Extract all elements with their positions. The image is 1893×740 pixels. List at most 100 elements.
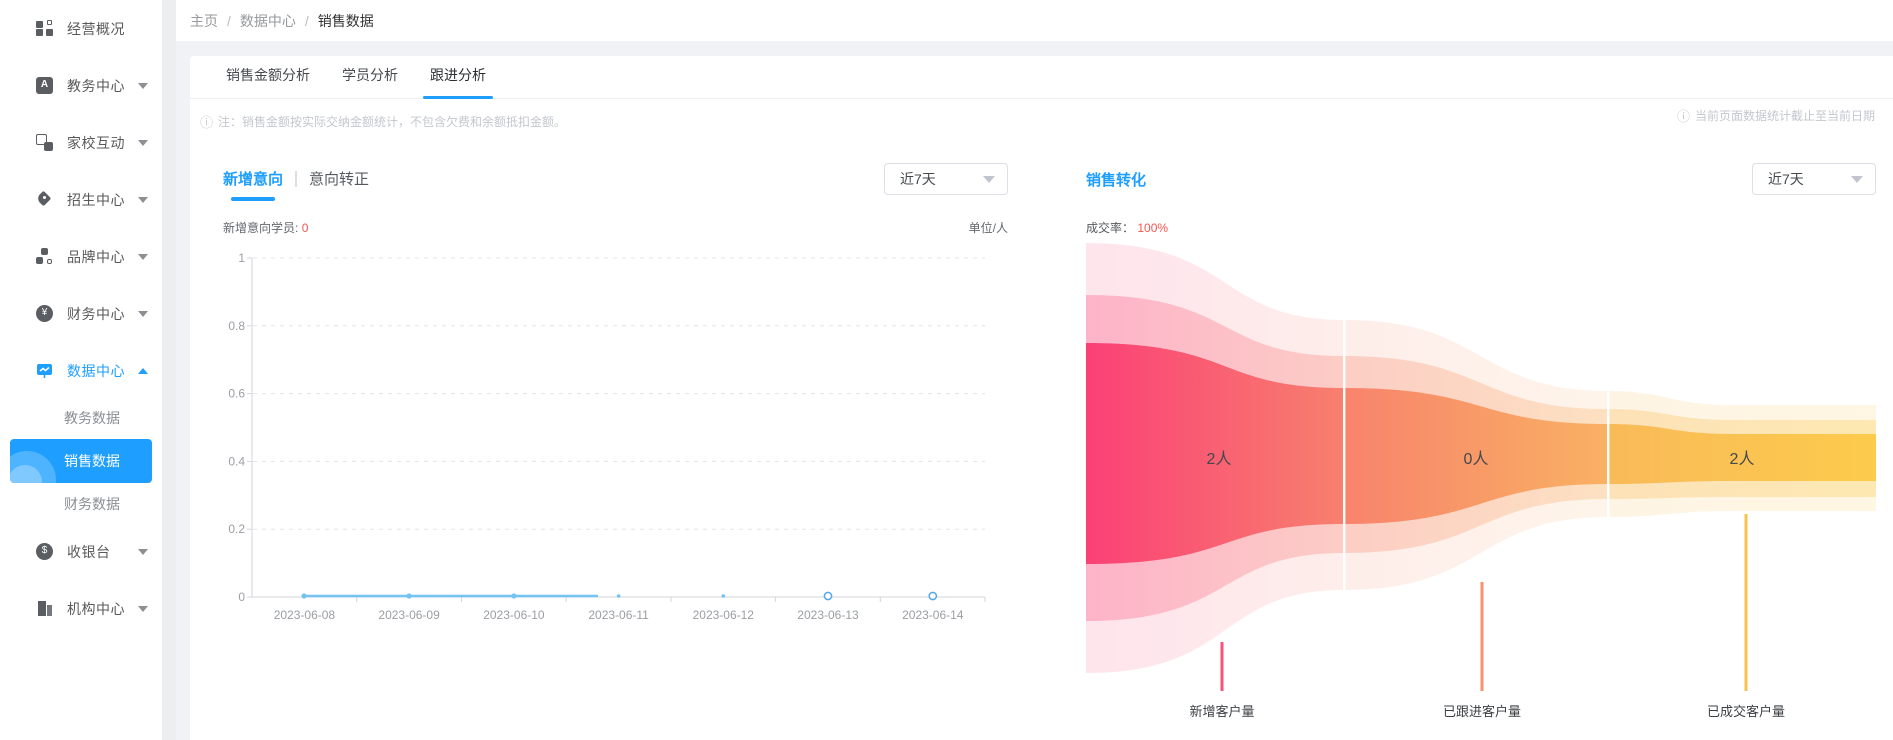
sidebar-subitem-label: 销售数据	[64, 453, 120, 469]
chart-board-icon	[36, 362, 53, 379]
sales-funnel-chart: 2人 0人 2人	[1086, 243, 1876, 691]
sidebar-scrollbar[interactable]	[162, 0, 176, 740]
sidebar-item-label: 财务中心	[67, 305, 125, 322]
breadcrumb: 主页 / 数据中心 / 销售数据	[176, 0, 1893, 41]
y-tick: 0.6	[228, 387, 245, 401]
data-point	[301, 593, 307, 599]
subtab-divider	[295, 171, 298, 187]
sidebar-item-overview[interactable]: 经营概况	[0, 0, 162, 57]
sidebar-item-sales-data[interactable]: 销售数据	[10, 439, 152, 483]
data-cutoff-note: ⓘ 当前页面数据统计截止至当前日期	[1677, 106, 1875, 125]
page-note-text: 注：销售金额按实际交纳金额统计，不包含欠费和余额抵扣金额。	[218, 115, 567, 129]
cubes-icon	[36, 248, 53, 265]
conversion-rate: 成交率： 100%	[1086, 219, 1168, 235]
data-cutoff-note-text: 当前页面数据统计截止至当前日期	[1694, 109, 1875, 123]
range-select-right[interactable]: 近7天	[1752, 163, 1876, 195]
chevron-down-icon	[138, 82, 148, 89]
range-select-left[interactable]: 近7天	[884, 163, 1008, 195]
page-content: 销售金额分析 学员分析 跟进分析 ⓘ 注：销售金额按实际交纳金额统计，不包含欠费…	[176, 41, 1893, 740]
charts-row: 新增意向 意向转正 近7天 新增意向学员:	[190, 137, 1893, 723]
page-note: ⓘ 注：销售金额按实际交纳金额统计，不包含欠费和余额抵扣金额。	[200, 112, 566, 131]
stage-divider	[1607, 387, 1610, 520]
cashier-icon	[36, 543, 53, 560]
sidebar-item-family-school[interactable]: 家校互动	[0, 114, 162, 171]
chevron-down-icon	[138, 253, 148, 260]
stage2-label: 已跟进客户量	[1442, 704, 1522, 719]
tab-bar: 销售金额分析 学员分析 跟进分析	[190, 56, 1893, 99]
sidebar-item-label: 家校互动	[67, 134, 125, 151]
breadcrumb-home[interactable]: 主页	[190, 12, 218, 29]
new-intent-panel: 新增意向 意向转正 近7天 新增意向学员:	[223, 163, 1008, 723]
content-card: 销售金额分析 学员分析 跟进分析 ⓘ 注：销售金额按实际交纳金额统计，不包含欠费…	[190, 56, 1893, 740]
funnel-stage3-value: 2人	[1730, 450, 1755, 468]
summary-label: 新增意向学员:	[223, 221, 299, 235]
tab-follow-up-analysis[interactable]: 跟进分析	[423, 65, 493, 99]
data-point-hollow	[823, 591, 833, 601]
sidebar-subitem-label: 教务数据	[64, 410, 120, 426]
sidebar-item-data-center[interactable]: 数据中心	[0, 342, 162, 399]
breadcrumb-data-center[interactable]: 数据中心	[239, 12, 296, 29]
education-badge-icon	[36, 77, 53, 94]
tag-icon	[36, 191, 53, 208]
sidebar-item-admissions[interactable]: 招生中心	[0, 171, 162, 228]
sidebar-submenu: 教务数据 销售数据 财务数据	[0, 399, 162, 523]
x-tick: 2023-06-10	[483, 608, 545, 622]
subtab-intent-convert[interactable]: 意向转正	[309, 170, 370, 188]
yen-circle-icon	[36, 305, 53, 322]
conversion-rate-row: 成交率： 100%	[1086, 219, 1876, 235]
new-intent-summary: 新增意向学员: 0	[223, 219, 308, 235]
rate-value: 100%	[1137, 221, 1169, 235]
funnel-stage2-value: 0人	[1464, 450, 1489, 468]
funnel-stage3-core	[1608, 424, 1876, 484]
sidebar-item-label: 招生中心	[67, 191, 125, 208]
data-point	[511, 593, 517, 599]
funnel-stage2-core	[1344, 388, 1608, 524]
data-point-hollow	[928, 591, 938, 601]
y-tick: 0	[238, 590, 245, 604]
info-icon: ⓘ	[1676, 109, 1690, 124]
sidebar-item-org-center[interactable]: 机构中心	[0, 580, 162, 637]
sidebar: 经营概况 教务中心 家校互动 招生中心 品牌中心 财务中心	[0, 0, 162, 740]
building-icon	[36, 600, 53, 617]
x-tick: 2023-06-11	[588, 608, 649, 622]
sidebar-item-edu-center[interactable]: 教务中心	[0, 57, 162, 114]
y-tick: 0.2	[228, 522, 245, 536]
tab-sales-amount-analysis[interactable]: 销售金额分析	[226, 67, 310, 83]
y-tick: 0.8	[228, 319, 245, 333]
data-point	[721, 594, 726, 598]
data-point	[406, 593, 412, 599]
chevron-down-icon	[138, 196, 148, 203]
sidebar-item-label: 品牌中心	[67, 248, 125, 265]
chevron-down-icon	[138, 605, 148, 612]
overlap-squares-icon	[36, 134, 53, 151]
sidebar-item-brand-center[interactable]: 品牌中心	[0, 228, 162, 285]
sidebar-item-edu-data[interactable]: 教务数据	[0, 399, 162, 437]
breadcrumb-current: 销售数据	[317, 12, 374, 29]
breadcrumb-separator: /	[304, 12, 309, 29]
range-select-right-value: 近7天	[1768, 171, 1804, 187]
chevron-down-icon	[138, 139, 148, 146]
funnel-stage1-value: 2人	[1207, 450, 1232, 468]
x-tick: 2023-06-13	[797, 608, 859, 622]
range-select-left-value: 近7天	[900, 171, 936, 187]
sidebar-item-finance-data[interactable]: 财务数据	[0, 485, 162, 523]
new-intent-summary-row: 新增意向学员: 0 单位/人	[223, 219, 1008, 235]
chevron-up-icon	[138, 367, 148, 374]
stage-divider	[1343, 318, 1346, 592]
subtab-new-intent[interactable]: 新增意向	[223, 168, 283, 201]
data-point	[616, 594, 621, 598]
sidebar-subitem-label: 财务数据	[64, 496, 120, 512]
chevron-down-icon	[138, 310, 148, 317]
unit-label: 单位/人	[968, 221, 1008, 235]
sidebar-item-label: 经营概况	[67, 20, 125, 37]
x-tick: 2023-06-14	[902, 608, 964, 622]
sidebar-item-label: 收银台	[67, 543, 111, 560]
sidebar-item-label: 机构中心	[67, 600, 125, 617]
sidebar-item-finance-center[interactable]: 财务中心	[0, 285, 162, 342]
sidebar-item-cashier[interactable]: 收银台	[0, 523, 162, 580]
x-tick: 2023-06-12	[693, 608, 755, 622]
stage3-label: 已成交客户量	[1706, 704, 1786, 719]
chevron-down-icon	[138, 548, 148, 555]
tab-student-analysis[interactable]: 学员分析	[342, 67, 398, 83]
